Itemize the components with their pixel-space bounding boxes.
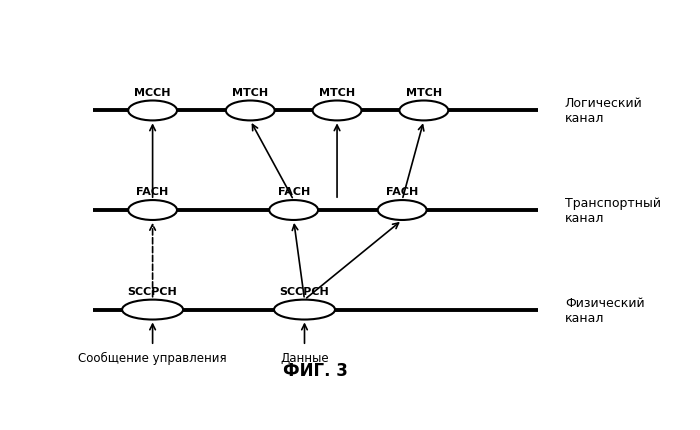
Ellipse shape [128, 200, 177, 221]
Ellipse shape [226, 101, 274, 121]
Text: Данные: Данные [280, 351, 329, 364]
Text: SCCPCH: SCCPCH [279, 286, 330, 296]
Text: ФИГ. 3: ФИГ. 3 [283, 362, 348, 379]
Text: Транспортный
канал: Транспортный канал [565, 197, 661, 224]
Text: Логический
канал: Логический канал [565, 97, 643, 125]
Ellipse shape [270, 200, 318, 221]
Text: МССН: МССН [134, 87, 171, 97]
Ellipse shape [400, 101, 448, 121]
Text: SCCPCH: SCCPCH [127, 286, 178, 296]
Text: МТСН: МТСН [319, 87, 355, 97]
Ellipse shape [122, 300, 183, 320]
Ellipse shape [128, 101, 177, 121]
Text: МТСН: МТСН [232, 87, 268, 97]
Ellipse shape [378, 200, 426, 221]
Text: FACH: FACH [136, 187, 169, 197]
Text: Сообщение управления: Сообщение управления [78, 351, 227, 364]
Text: МТСН: МТСН [406, 87, 442, 97]
Text: Физический
канал: Физический канал [565, 296, 645, 324]
Text: FACH: FACH [277, 187, 310, 197]
Ellipse shape [274, 300, 335, 320]
Text: FACH: FACH [386, 187, 419, 197]
Ellipse shape [313, 101, 361, 121]
